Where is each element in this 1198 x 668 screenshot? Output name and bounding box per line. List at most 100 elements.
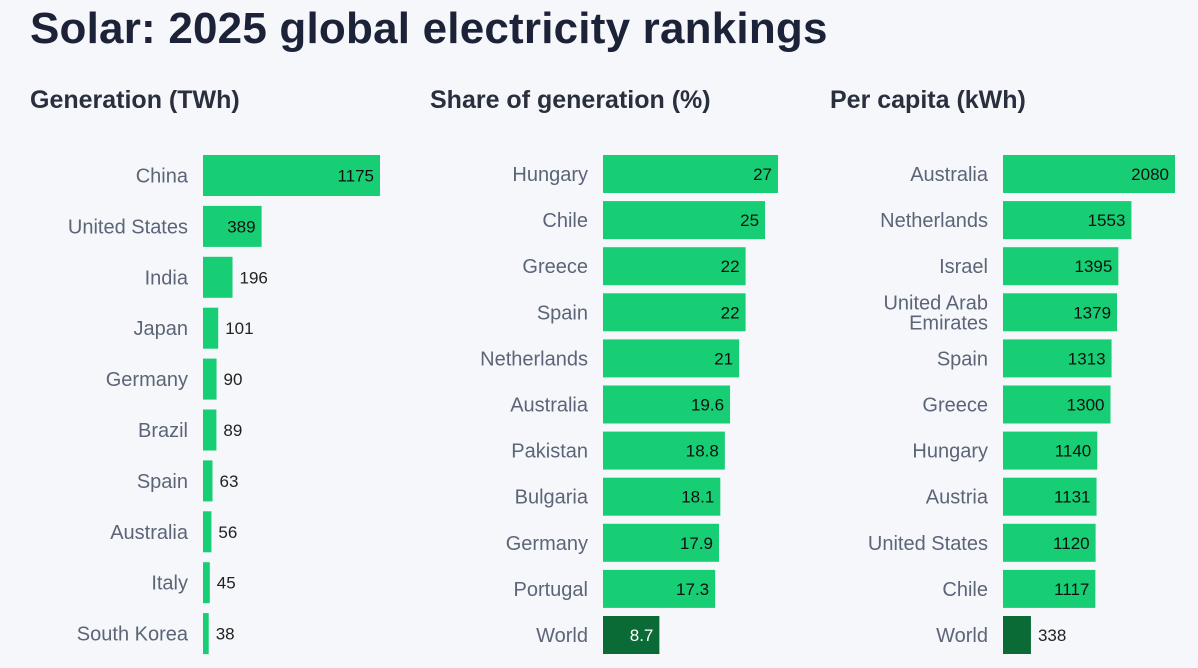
generation-value-japan: 101 (225, 319, 253, 338)
per-capita-label-israel: Israel (939, 256, 988, 278)
generation-label-australia: Australia (110, 522, 189, 544)
share-bar-portugal (603, 569, 716, 608)
generation-value-spain: 63 (219, 472, 238, 491)
share-label-greece: Greece (522, 256, 588, 278)
share-bar-bulgaria (603, 477, 721, 516)
share-bar-pakistan (603, 431, 725, 470)
per-capita-value-greece: 1300 (1067, 396, 1105, 415)
per-capita-value-united-arab-emirates: 1379 (1073, 303, 1111, 322)
share-label-portugal: Portugal (514, 579, 589, 601)
generation-label-china: China (136, 166, 189, 188)
generation-value-australia: 56 (218, 523, 237, 542)
generation-bar-spain (203, 460, 213, 502)
generation-bar-australia (203, 511, 212, 553)
share-value-hungary: 27 (753, 165, 772, 184)
per-capita-label-united-arab-emirates: United Arab Emirates (883, 292, 988, 334)
per-capita-value-israel: 1395 (1075, 257, 1113, 276)
per-capita-value-spain: 1313 (1068, 349, 1106, 368)
panel-title-share: Share of generation (%) (430, 86, 711, 114)
share-value-pakistan: 18.8 (686, 442, 719, 461)
per-capita-bar-greece (1003, 385, 1111, 424)
generation-value-germany: 90 (224, 370, 243, 389)
per-capita-label-netherlands: Netherlands (880, 210, 988, 232)
generation-value-india: 196 (240, 268, 268, 287)
share-value-bulgaria: 18.1 (681, 488, 714, 507)
generation-label-italy: Italy (151, 573, 188, 595)
share-value-portugal: 17.3 (676, 580, 709, 599)
share-bar-germany (603, 523, 720, 562)
share-label-world: World (536, 625, 588, 647)
per-capita-bar-world (1003, 616, 1031, 654)
generation-bar-japan (203, 307, 219, 349)
main-title: Solar: 2025 global electricity rankings (30, 4, 828, 53)
per-capita-value-united-states: 1120 (1053, 534, 1090, 553)
generation-label-spain: Spain (137, 471, 188, 493)
generation-bar-china (203, 155, 380, 196)
share-bar-hungary (603, 155, 778, 193)
share-value-australia: 19.6 (691, 396, 724, 415)
share-label-spain: Spain (537, 302, 588, 324)
share-label-bulgaria: Bulgaria (515, 487, 589, 509)
generation-value-italy: 45 (217, 574, 236, 593)
share-bar-greece (603, 247, 746, 286)
per-capita-bar-australia (1003, 155, 1175, 193)
share-value-germany: 17.9 (680, 534, 713, 553)
per-capita-bar-united-arab-emirates (1003, 293, 1118, 332)
per-capita-label-australia: Australia (910, 164, 989, 186)
per-capita-label-hungary: Hungary (912, 441, 988, 463)
per-capita-label-united-states: United States (868, 533, 988, 555)
per-capita-bar-chile (1003, 569, 1096, 608)
share-value-greece: 22 (721, 257, 740, 276)
panel-title-generation: Generation (TWh) (30, 86, 240, 114)
share-bar-australia (603, 385, 731, 424)
generation-value-china: 1175 (337, 167, 374, 186)
per-capita-label-greece: Greece (922, 395, 988, 417)
generation-bar-south-korea (203, 613, 209, 655)
generation-label-brazil: Brazil (138, 420, 188, 442)
share-value-netherlands: 21 (714, 349, 733, 368)
generation-label-united-states: United States (68, 216, 188, 238)
generation-value-united-states: 389 (227, 217, 255, 236)
share-bar-spain (603, 293, 746, 332)
per-capita-bar-hungary (1003, 431, 1098, 470)
generation-bar-italy (203, 562, 210, 604)
generation-bar-germany (203, 358, 217, 400)
share-bar-chile (603, 201, 766, 240)
per-capita-bar-united-states (1003, 523, 1096, 562)
per-capita-value-hungary: 1140 (1055, 442, 1092, 461)
per-capita-bar-israel (1003, 247, 1119, 286)
generation-value-brazil: 89 (223, 421, 242, 440)
share-value-chile: 25 (740, 211, 759, 230)
generation-value-south-korea: 38 (216, 625, 235, 644)
per-capita-value-chile: 1117 (1054, 580, 1089, 599)
per-capita-label-chile: Chile (942, 579, 988, 601)
per-capita-bar-spain (1003, 339, 1112, 378)
per-capita-value-austria: 1131 (1054, 488, 1091, 507)
per-capita-label-austria: Austria (926, 487, 989, 509)
share-value-world: 8.7 (630, 626, 654, 645)
share-label-pakistan: Pakistan (511, 441, 588, 463)
per-capita-chart: Australia 2080 Netherlands 1553 Israel 1395 Un… (868, 155, 1175, 654)
share-chart: Hungary 27 Chile 25 Greece 22 Spain 22 Netherlan… (480, 155, 778, 654)
share-label-hungary: Hungary (512, 164, 588, 186)
share-value-spain: 22 (721, 303, 740, 322)
generation-bar-brazil (203, 409, 217, 451)
generation-label-south-korea: South Korea (77, 624, 189, 646)
share-bar-netherlands (603, 339, 740, 378)
panel-title-per-capita: Per capita (kWh) (830, 86, 1026, 114)
generation-bar-united-states (203, 205, 262, 247)
share-label-netherlands: Netherlands (480, 348, 588, 370)
share-bar-world (603, 616, 660, 654)
per-capita-bar-netherlands (1003, 201, 1132, 240)
share-label-germany: Germany (506, 533, 588, 555)
generation-label-india: India (145, 267, 189, 289)
generation-label-germany: Germany (106, 369, 188, 391)
generation-label-japan: Japan (134, 318, 189, 340)
per-capita-label-world: World (936, 625, 988, 647)
per-capita-value-netherlands: 1553 (1088, 211, 1126, 230)
per-capita-label-spain: Spain (937, 348, 988, 370)
share-label-australia: Australia (510, 395, 589, 417)
generation-bar-india (203, 256, 233, 298)
share-label-chile: Chile (542, 210, 588, 232)
per-capita-value-australia: 2080 (1131, 165, 1169, 184)
